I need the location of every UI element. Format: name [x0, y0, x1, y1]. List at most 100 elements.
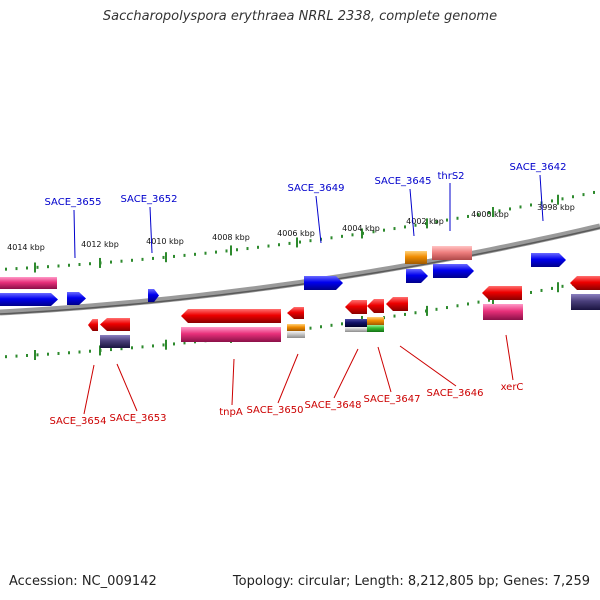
- label-leader-line: [333, 348, 359, 399]
- forward-feature-bar: [432, 246, 472, 260]
- upper-scale-minor-tick: [26, 266, 28, 270]
- page-title: Saccharopolyspora erythraea NRRL 2338, c…: [102, 9, 498, 24]
- gene-label: SACE_3655: [45, 197, 102, 208]
- upper-scale-minor-tick: [57, 264, 60, 268]
- reverse-gene-arrow: [570, 276, 600, 290]
- lower-scale-minor-tick: [561, 284, 564, 288]
- gene-label: SACE_3650: [247, 405, 304, 416]
- upper-scale-minor-tick: [141, 257, 144, 261]
- lower-scale-major-tick: [426, 305, 428, 316]
- reverse-feature-bar: [345, 327, 367, 332]
- upper-scale-minor-tick: [414, 223, 417, 227]
- upper-scale-minor-tick: [509, 207, 511, 211]
- gene-label: SACE_3648: [305, 400, 362, 411]
- backbone-outer: [0, 223, 600, 316]
- upper-scale-minor-tick: [257, 245, 259, 249]
- gene-label: thrS2: [437, 171, 464, 182]
- lower-scale-minor-tick: [152, 344, 154, 348]
- upper-scale-minor-tick: [36, 265, 39, 269]
- reverse-gene-arrow: [345, 300, 367, 314]
- upper-scale-minor-tick: [435, 220, 438, 224]
- upper-scale-major-tick: [99, 257, 101, 268]
- lower-scale-minor-tick: [341, 322, 343, 326]
- label-leader-line: [73, 209, 76, 259]
- forward-gene-arrow: [67, 292, 86, 305]
- lower-scale-minor-tick: [78, 350, 81, 354]
- reverse-feature-bar: [367, 325, 384, 332]
- upper-scale-major-tick: [34, 262, 36, 273]
- upper-scale-minor-tick: [446, 218, 448, 222]
- reverse-feature-bar: [483, 304, 523, 320]
- upper-scale-minor-tick: [288, 241, 291, 245]
- upper-scale-minor-tick: [393, 227, 396, 231]
- gene-label: SACE_3647: [364, 394, 421, 405]
- label-leader-line: [315, 195, 322, 244]
- upper-scale-minor-tick: [131, 258, 133, 262]
- backbone-inner: [0, 227, 600, 315]
- upper-scale-minor-tick: [47, 265, 49, 269]
- lower-scale-minor-tick: [551, 286, 553, 290]
- upper-scale-minor-tick: [551, 199, 553, 203]
- lower-scale-minor-tick: [477, 300, 480, 304]
- forward-gene-arrow: [0, 293, 58, 306]
- reverse-feature-bar: [100, 335, 130, 348]
- reverse-gene-arrow: [100, 318, 130, 331]
- lower-scale-minor-tick: [68, 351, 70, 355]
- upper-scale-minor-tick: [78, 263, 81, 267]
- upper-scale-minor-tick: [120, 259, 123, 263]
- scale-label: 4000 kbp: [471, 210, 509, 219]
- lower-scale-minor-tick: [330, 323, 333, 327]
- upper-scale-minor-tick: [572, 195, 574, 199]
- lower-scale-minor-tick: [173, 342, 175, 346]
- upper-scale-major-tick: [296, 237, 298, 248]
- upper-scale-minor-tick: [194, 252, 196, 256]
- gene-label: SACE_3653: [110, 413, 167, 424]
- lower-scale-minor-tick: [446, 306, 448, 310]
- upper-scale-major-tick: [492, 207, 494, 218]
- lower-scale-minor-tick: [26, 353, 28, 357]
- upper-scale-minor-tick: [519, 205, 522, 209]
- lower-scale-major-tick: [34, 350, 36, 361]
- lower-scale-major-tick: [99, 345, 101, 356]
- lower-scale-minor-tick: [120, 347, 123, 351]
- gene-label: tnpA: [219, 407, 243, 418]
- upper-scale-minor-tick: [267, 244, 270, 248]
- upper-scale-minor-tick: [246, 247, 249, 251]
- lower-scale-minor-tick: [183, 341, 186, 345]
- reverse-gene-arrow: [88, 319, 98, 331]
- forward-gene-arrow: [148, 289, 159, 302]
- scale-label: 4014 kbp: [7, 243, 45, 252]
- scale-label: 4004 kbp: [342, 224, 380, 233]
- lower-scale-minor-tick: [162, 343, 165, 347]
- forward-gene-arrow: [531, 253, 566, 267]
- lower-scale-minor-tick: [488, 298, 490, 302]
- lower-scale-minor-tick: [5, 355, 7, 359]
- lower-scale-minor-tick: [393, 314, 396, 318]
- accession-text: Accession: NC_009142: [9, 574, 157, 589]
- lower-scale-minor-tick: [456, 304, 459, 308]
- lower-scale-major-tick: [557, 282, 559, 293]
- reverse-gene-arrow: [181, 309, 281, 323]
- label-leader-line: [149, 206, 153, 254]
- upper-scale-minor-tick: [278, 243, 280, 247]
- gene-label: SACE_3642: [510, 162, 567, 173]
- label-leader-line: [399, 345, 457, 387]
- upper-scale-minor-tick: [215, 250, 217, 254]
- upper-scale-minor-tick: [162, 255, 165, 259]
- upper-scale-minor-tick: [351, 233, 354, 237]
- upper-scale-minor-tick: [498, 209, 501, 213]
- upper-scale-minor-tick: [582, 193, 585, 197]
- label-leader-line: [231, 358, 235, 406]
- upper-scale-minor-tick: [299, 240, 301, 244]
- label-leader-line: [409, 188, 415, 237]
- upper-scale-minor-tick: [341, 234, 343, 238]
- upper-scale-minor-tick: [5, 267, 7, 271]
- gene-label: SACE_3646: [427, 388, 484, 399]
- scale-label: 4008 kbp: [212, 233, 250, 242]
- lower-scale-major-tick: [165, 339, 167, 350]
- reverse-feature-bar: [571, 294, 600, 310]
- upper-scale-minor-tick: [404, 225, 406, 229]
- label-leader-line: [116, 363, 138, 412]
- label-leader-line: [377, 346, 392, 393]
